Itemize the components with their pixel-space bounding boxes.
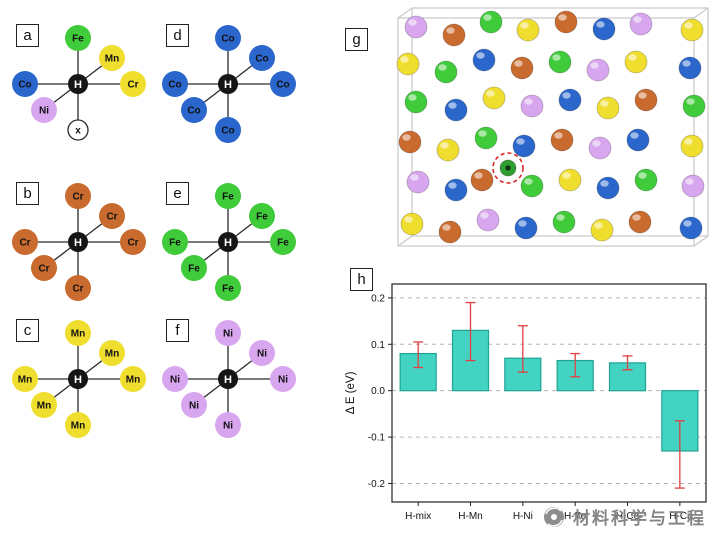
svg-text:Mn: Mn [71, 329, 85, 340]
panel-f-label: f [166, 319, 189, 342]
svg-text:Fe: Fe [72, 34, 84, 45]
panel-d-label: d [166, 24, 189, 47]
svg-text:0.1: 0.1 [371, 340, 385, 351]
svg-text:Ni: Ni [257, 349, 267, 360]
svg-text:-0.2: -0.2 [368, 479, 386, 490]
svg-text:H: H [224, 237, 232, 249]
panel-b-label: b [16, 182, 39, 205]
svg-text:H: H [74, 79, 82, 91]
svg-text:H-Cr: H-Cr [669, 511, 691, 522]
svg-text:Ni: Ni [170, 375, 180, 386]
panel-g-label: g [345, 28, 368, 51]
cluster-diagram-b: Cr Cr Cr Cr Cr Cr H [12, 183, 146, 301]
watermark-logo-icon [544, 506, 564, 527]
panel-d: d Co Co Co Co Co Co H [158, 10, 306, 162]
panel-a-label: a [16, 24, 39, 47]
cluster-diagram-c: Mn Mn Mn Mn Mn Mn H [12, 320, 146, 438]
svg-text:Cr: Cr [19, 238, 30, 249]
svg-text:H: H [74, 374, 82, 386]
panel-e: e Fe Fe Fe Fe Fe Fe H [158, 168, 306, 320]
crystal-structure [396, 7, 709, 247]
svg-text:H-Fe: H-Fe [564, 511, 587, 522]
svg-text:H: H [224, 374, 232, 386]
panel-h-label: h [350, 268, 373, 291]
svg-text:x: x [75, 126, 81, 137]
svg-text:Co: Co [168, 80, 181, 91]
svg-text:Co: Co [187, 106, 200, 117]
svg-text:H: H [224, 79, 232, 91]
svg-text:Ni: Ni [39, 106, 49, 117]
panel-c-label: c [16, 319, 39, 342]
svg-text:Co: Co [221, 126, 234, 137]
watermark: 材料科学与工程 [542, 504, 706, 529]
svg-text:H: H [74, 237, 82, 249]
svg-text:Ni: Ni [278, 375, 288, 386]
svg-text:Ni: Ni [189, 401, 199, 412]
svg-text:Mn: Mn [71, 421, 85, 432]
svg-text:Fe: Fe [188, 264, 200, 275]
panel-c: c Mn Mn Mn Mn Mn Mn H [8, 305, 156, 457]
svg-text:Fe: Fe [169, 238, 181, 249]
svg-text:Cr: Cr [72, 284, 83, 295]
svg-text:0.2: 0.2 [371, 293, 385, 304]
svg-text:Cr: Cr [127, 238, 138, 249]
svg-text:Cr: Cr [106, 212, 117, 223]
svg-text:Δ E (eV): Δ E (eV) [345, 371, 357, 414]
svg-text:Co: Co [276, 80, 289, 91]
svg-text:Fe: Fe [222, 284, 234, 295]
watermark-text: 材料科学与工程 [573, 509, 706, 528]
bar-chart: 0.2 0.1 0.0 -0.1 -0.2 H-mix H-Mn H-Ni H-Fe H-Co H-… [345, 283, 707, 522]
svg-text:0.0: 0.0 [371, 386, 385, 397]
svg-text:Co: Co [221, 34, 234, 45]
svg-text:Mn: Mn [126, 375, 140, 386]
panel-f: f Ni Ni Ni Ni Ni Ni H [158, 305, 306, 457]
svg-text:H-Co: H-Co [616, 511, 640, 522]
svg-text:Mn: Mn [37, 401, 51, 412]
svg-text:Mn: Mn [105, 349, 119, 360]
cluster-diagram-f: Ni Ni Ni Ni Ni Ni H [162, 320, 296, 438]
svg-text:Ni: Ni [223, 329, 233, 340]
panel-g: g [336, 2, 722, 258]
svg-text:Co: Co [18, 80, 31, 91]
cluster-diagram-e: Fe Fe Fe Fe Fe Fe H [162, 183, 296, 301]
svg-text:Cr: Cr [127, 80, 138, 91]
svg-text:Co: Co [255, 54, 268, 65]
svg-text:Mn: Mn [18, 375, 32, 386]
svg-text:Fe: Fe [256, 212, 268, 223]
panel-e-label: e [166, 182, 189, 205]
cluster-diagram-a: Fe Mn Cr Co Ni x H [12, 25, 146, 141]
svg-text:Fe: Fe [277, 238, 289, 249]
panel-h: h 0.2 0.1 0.0 -0.1 -0.2 H-mix H-Mn H-Ni H-Fe H-Co… [334, 258, 722, 550]
svg-text:-0.1: -0.1 [368, 433, 386, 444]
svg-text:Ni: Ni [223, 421, 233, 432]
svg-text:Cr: Cr [72, 192, 83, 203]
cluster-diagram-d: Co Co Co Co Co Co H [162, 25, 296, 143]
svg-text:H-Ni: H-Ni [513, 511, 533, 522]
svg-text:Fe: Fe [222, 192, 234, 203]
svg-text:Mn: Mn [105, 54, 119, 65]
panel-a: a Fe Mn Cr Co Ni x H [8, 10, 156, 162]
svg-text:Cr: Cr [38, 264, 49, 275]
panel-b: b Cr Cr Cr Cr Cr Cr H [8, 168, 156, 320]
svg-text:H-Mn: H-Mn [458, 511, 482, 522]
svg-text:H-mix: H-mix [405, 511, 431, 522]
